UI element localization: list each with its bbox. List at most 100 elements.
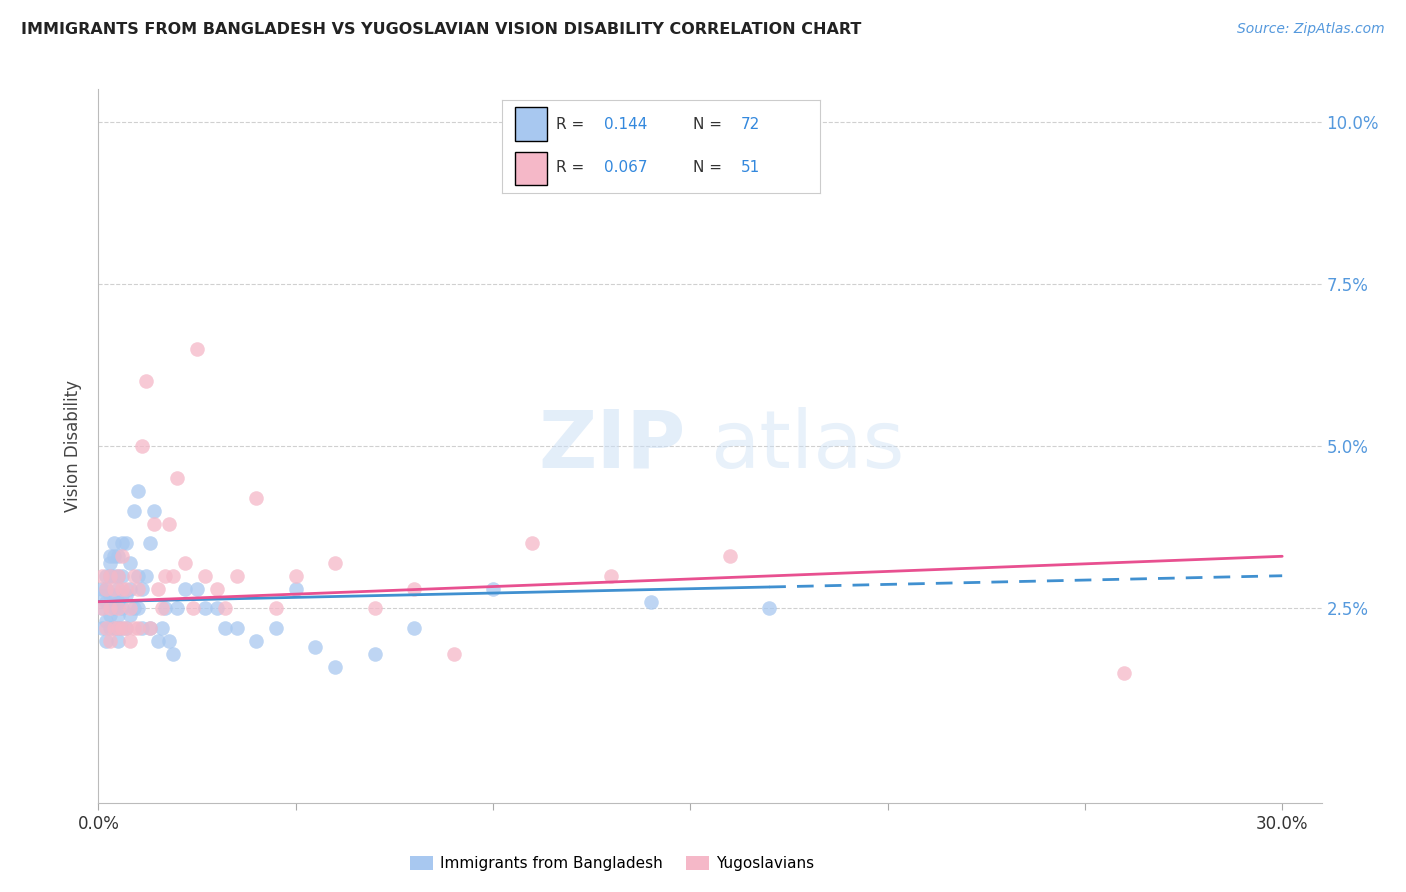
- Point: [150, 621, 173, 635]
- Point: [91, 588, 114, 602]
- Point: [98, 601, 121, 615]
- Point: [122, 621, 145, 635]
- Point: [111, 588, 134, 602]
- Point: [225, 621, 247, 635]
- Point: [111, 536, 134, 550]
- Point: [127, 568, 149, 582]
- Point: [115, 621, 138, 635]
- Point: [245, 491, 267, 505]
- Point: [111, 582, 134, 596]
- Point: [482, 582, 505, 596]
- Point: [103, 601, 125, 615]
- Point: [214, 621, 236, 635]
- Point: [115, 621, 138, 635]
- Text: IMMIGRANTS FROM BANGLADESH VS YUGOSLAVIAN VISION DISABILITY CORRELATION CHART: IMMIGRANTS FROM BANGLADESH VS YUGOSLAVIA…: [21, 22, 862, 37]
- Point: [155, 568, 177, 582]
- Point: [103, 549, 125, 564]
- Point: [107, 549, 129, 564]
- Point: [245, 633, 267, 648]
- Point: [103, 536, 125, 550]
- Point: [96, 633, 118, 648]
- Point: [96, 582, 118, 596]
- Point: [98, 607, 121, 622]
- Point: [107, 568, 129, 582]
- Point: [186, 342, 208, 356]
- Point: [122, 601, 145, 615]
- Point: [404, 621, 426, 635]
- Point: [111, 621, 134, 635]
- Point: [118, 607, 141, 622]
- Point: [96, 614, 118, 628]
- Point: [166, 601, 188, 615]
- Point: [96, 621, 118, 635]
- Point: [98, 633, 121, 648]
- Point: [443, 647, 465, 661]
- Point: [135, 568, 157, 582]
- Point: [103, 588, 125, 602]
- Point: [127, 484, 149, 499]
- Point: [103, 582, 125, 596]
- Point: [174, 556, 197, 570]
- Point: [718, 549, 741, 564]
- Point: [98, 621, 121, 635]
- Point: [186, 582, 208, 596]
- Point: [103, 621, 125, 635]
- Text: atlas: atlas: [710, 407, 904, 485]
- Point: [118, 582, 141, 596]
- Point: [174, 582, 197, 596]
- Point: [1114, 666, 1136, 681]
- Point: [205, 601, 228, 615]
- Point: [91, 621, 114, 635]
- Point: [323, 659, 346, 673]
- Text: ZIP: ZIP: [538, 407, 686, 485]
- Point: [96, 595, 118, 609]
- Point: [264, 621, 287, 635]
- Point: [127, 601, 149, 615]
- Point: [107, 582, 129, 596]
- Point: [159, 633, 181, 648]
- Point: [107, 607, 129, 622]
- Point: [225, 568, 247, 582]
- Point: [107, 621, 129, 635]
- Point: [91, 582, 114, 596]
- Point: [107, 633, 129, 648]
- Legend: Immigrants from Bangladesh, Yugoslavians: Immigrants from Bangladesh, Yugoslavians: [404, 850, 821, 877]
- Point: [91, 568, 114, 582]
- Point: [135, 374, 157, 388]
- Point: [111, 549, 134, 564]
- Point: [323, 556, 346, 570]
- Point: [111, 601, 134, 615]
- Point: [115, 588, 138, 602]
- Point: [600, 568, 623, 582]
- Point: [98, 556, 121, 570]
- Point: [107, 621, 129, 635]
- Point: [131, 582, 153, 596]
- Point: [155, 601, 177, 615]
- Point: [142, 516, 165, 531]
- Point: [118, 633, 141, 648]
- Point: [111, 621, 134, 635]
- Point: [111, 568, 134, 582]
- Point: [122, 504, 145, 518]
- Point: [162, 568, 184, 582]
- Point: [107, 595, 129, 609]
- Point: [131, 621, 153, 635]
- Point: [264, 601, 287, 615]
- Point: [640, 595, 662, 609]
- Point: [103, 568, 125, 582]
- Point: [150, 601, 173, 615]
- Point: [138, 536, 160, 550]
- Point: [181, 601, 204, 615]
- Point: [522, 536, 544, 550]
- Point: [91, 601, 114, 615]
- Point: [166, 471, 188, 485]
- Point: [98, 568, 121, 582]
- Text: Source: ZipAtlas.com: Source: ZipAtlas.com: [1237, 22, 1385, 37]
- Point: [284, 568, 307, 582]
- Y-axis label: Vision Disability: Vision Disability: [65, 380, 83, 512]
- Point: [98, 549, 121, 564]
- Point: [103, 621, 125, 635]
- Point: [122, 568, 145, 582]
- Point: [107, 601, 129, 615]
- Point: [96, 568, 118, 582]
